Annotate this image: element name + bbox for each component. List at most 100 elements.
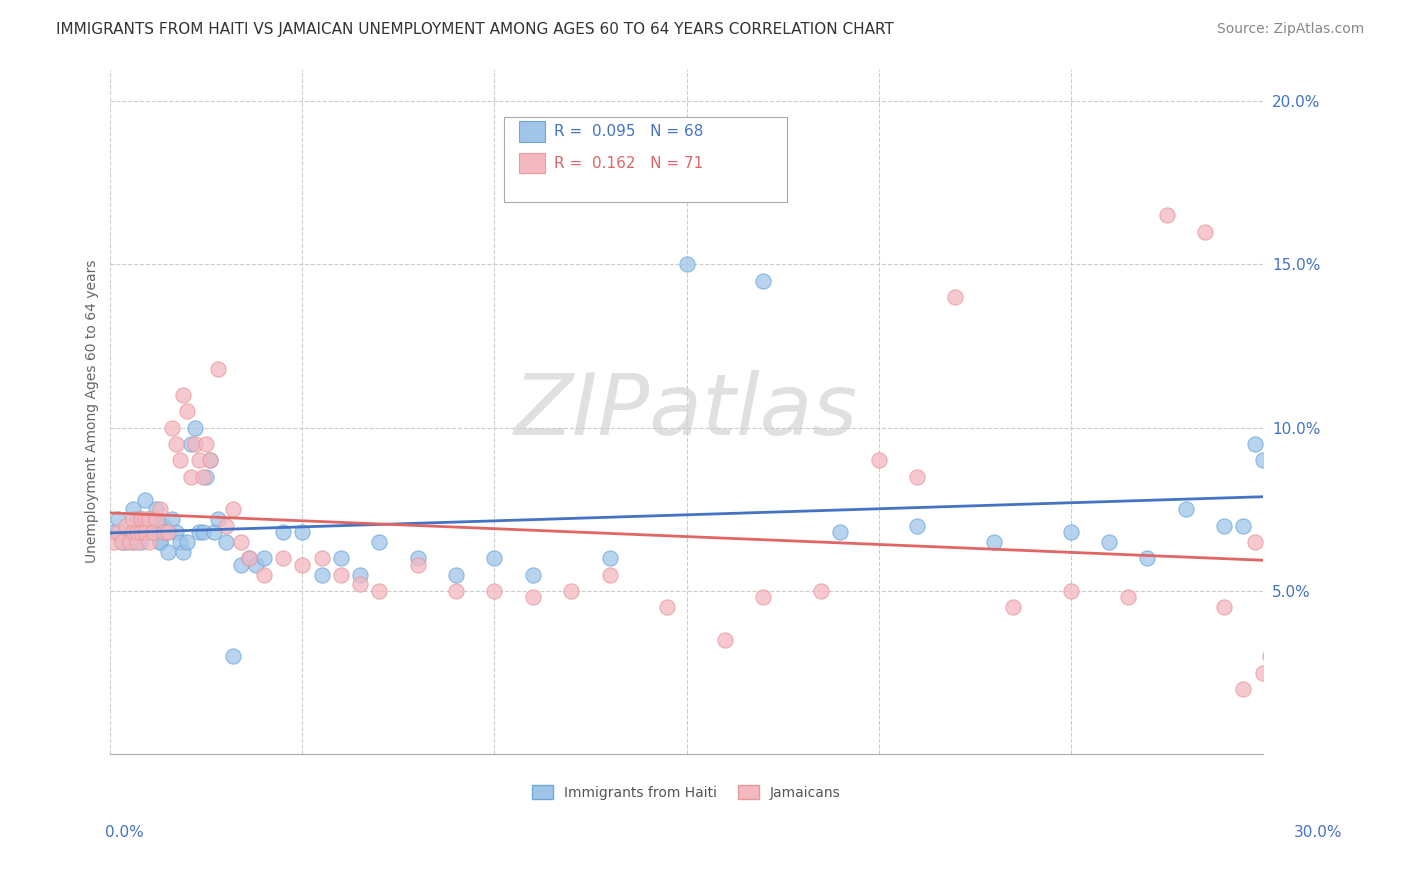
Point <box>157 545 180 559</box>
Point <box>1136 551 1159 566</box>
Point <box>714 632 737 647</box>
Point <box>153 525 176 540</box>
Point <box>172 545 194 559</box>
Point <box>129 535 152 549</box>
Point <box>349 577 371 591</box>
Point <box>214 518 236 533</box>
Point <box>830 525 852 540</box>
Point <box>1232 518 1254 533</box>
Point <box>349 567 371 582</box>
Point <box>107 512 129 526</box>
Point <box>1194 225 1216 239</box>
Point <box>657 600 679 615</box>
Point <box>165 437 187 451</box>
Point <box>1298 649 1320 664</box>
Point <box>1116 591 1139 605</box>
Point <box>153 525 176 540</box>
Point <box>149 535 172 549</box>
Text: 0.0%: 0.0% <box>105 825 145 839</box>
Text: R =  0.095   N = 68: R = 0.095 N = 68 <box>554 124 703 139</box>
Point <box>311 551 333 566</box>
Point <box>560 583 582 598</box>
Point <box>1289 665 1312 680</box>
Text: R =  0.162   N = 71: R = 0.162 N = 71 <box>554 155 703 170</box>
Text: 30.0%: 30.0% <box>1295 825 1343 839</box>
Point <box>145 502 167 516</box>
Point <box>134 492 156 507</box>
Point <box>444 583 467 598</box>
Point <box>238 551 260 566</box>
Point <box>142 512 165 526</box>
Point <box>329 551 352 566</box>
Point <box>368 535 391 549</box>
Point <box>406 551 429 566</box>
Point <box>484 583 506 598</box>
Point <box>202 525 225 540</box>
Point <box>406 558 429 572</box>
Point <box>122 512 145 526</box>
Text: IMMIGRANTS FROM HAITI VS JAMAICAN UNEMPLOYMENT AMONG AGES 60 TO 64 YEARS CORRELA: IMMIGRANTS FROM HAITI VS JAMAICAN UNEMPL… <box>56 22 894 37</box>
Bar <box>519 121 544 142</box>
Point <box>149 535 172 549</box>
Point <box>1251 453 1274 467</box>
Point <box>329 567 352 582</box>
Point <box>127 525 149 540</box>
Point <box>200 453 222 467</box>
Point <box>1213 600 1236 615</box>
Point <box>1156 209 1178 223</box>
Point <box>138 512 160 526</box>
Point <box>134 525 156 540</box>
Point <box>180 469 202 483</box>
Point <box>169 453 191 467</box>
Point <box>675 257 697 271</box>
Point <box>229 535 252 549</box>
Point <box>1001 600 1024 615</box>
Point <box>522 567 544 582</box>
Point <box>157 525 180 540</box>
Point <box>129 512 152 526</box>
Point <box>118 535 141 549</box>
Point <box>127 535 149 549</box>
Bar <box>519 153 544 173</box>
Point <box>484 551 506 566</box>
Point <box>134 525 156 540</box>
Point <box>311 567 333 582</box>
Point <box>187 453 209 467</box>
FancyBboxPatch shape <box>505 117 787 202</box>
Point <box>138 512 160 526</box>
Point <box>983 535 1005 549</box>
Text: ZIPatlas: ZIPatlas <box>515 370 859 453</box>
Point <box>1059 583 1081 598</box>
Point <box>810 583 832 598</box>
Point <box>129 512 152 526</box>
Point <box>522 591 544 605</box>
Point <box>368 583 391 598</box>
Point <box>229 558 252 572</box>
Point <box>191 469 214 483</box>
Point <box>868 453 890 467</box>
Point <box>138 535 160 549</box>
Legend: Immigrants from Haiti, Jamaicans: Immigrants from Haiti, Jamaicans <box>527 780 846 805</box>
Point <box>238 551 260 566</box>
Point <box>1244 535 1267 549</box>
Point <box>200 453 222 467</box>
Point <box>114 518 136 533</box>
Point <box>153 518 176 533</box>
Point <box>142 525 165 540</box>
Point <box>195 469 218 483</box>
Point <box>111 535 134 549</box>
Point <box>195 437 218 451</box>
Point <box>905 518 928 533</box>
Point <box>1271 665 1294 680</box>
Point <box>943 290 966 304</box>
Point <box>1258 649 1281 664</box>
Point <box>129 525 152 540</box>
Point <box>599 551 621 566</box>
Text: Source: ZipAtlas.com: Source: ZipAtlas.com <box>1216 22 1364 37</box>
Point <box>134 512 156 526</box>
Point <box>1251 665 1274 680</box>
Point <box>187 525 209 540</box>
Point <box>191 525 214 540</box>
Point <box>752 591 775 605</box>
Point <box>752 274 775 288</box>
